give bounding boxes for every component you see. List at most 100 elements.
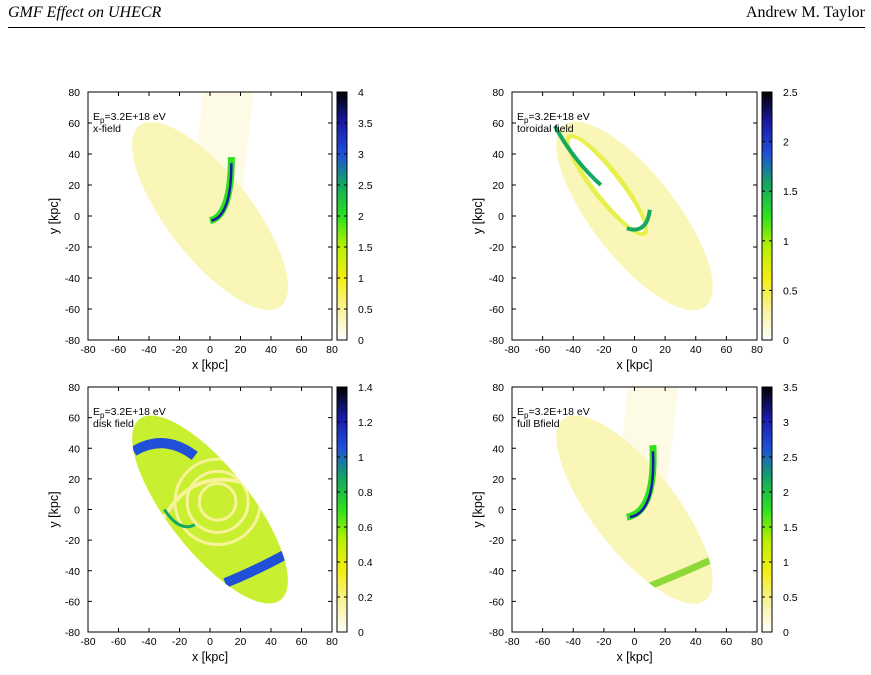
field-annotation: x-field [93, 123, 121, 135]
energy-annotation: Ep=3.2E+18 eV [93, 406, 166, 420]
colorbar-tick-label: 2.5 [358, 180, 373, 192]
colorbar-tick-label: 0.5 [783, 285, 798, 297]
y-axis-label: y [kpc] [47, 198, 61, 234]
x-tick-label: -20 [596, 344, 611, 356]
y-tick-label: -20 [65, 535, 80, 547]
y-tick-label: 40 [68, 443, 80, 455]
y-tick-label: 60 [492, 118, 504, 130]
x-tick-label: 40 [265, 636, 277, 648]
y-tick-label: 0 [74, 505, 80, 517]
x-tick-label: -20 [172, 344, 187, 356]
y-tick-label: 60 [68, 413, 80, 425]
colorbar-tick-label: 0 [358, 335, 364, 347]
x-tick-label: 40 [690, 344, 702, 356]
colorbar-tick-label: 0 [358, 627, 364, 639]
header-rule [8, 27, 865, 28]
field-annotation: disk field [93, 418, 134, 430]
x-tick-label: -60 [111, 636, 126, 648]
energy-annotation: Ep=3.2E+18 eV [93, 111, 166, 125]
y-tick-label: -80 [65, 627, 80, 639]
colorbar-tick-label: 1.2 [358, 417, 373, 429]
x-tick-label: 60 [296, 636, 308, 648]
energy-annotation: Ep=3.2E+18 eV [517, 406, 590, 420]
x-tick-label: 0 [207, 344, 213, 356]
y-tick-label: -80 [489, 627, 504, 639]
x-tick-label: -40 [141, 636, 156, 648]
ring-hole [569, 138, 645, 232]
x-tick-label: -60 [535, 344, 550, 356]
x-tick-label: -80 [80, 636, 95, 648]
x-tick-label: 60 [721, 344, 733, 356]
y-tick-label: 40 [492, 443, 504, 455]
colorbar [761, 91, 773, 341]
energy-annotation: Ep=3.2E+18 eV [517, 111, 590, 125]
blue-band-upper [131, 438, 198, 461]
colorbar-tick-label: 2 [783, 487, 789, 499]
y-tick-label: 40 [68, 149, 80, 161]
x-tick-label: -60 [535, 636, 550, 648]
colorbar-tick-label: 2.5 [783, 87, 798, 99]
colorbar-tick-label: 4 [358, 87, 364, 99]
flux-arc-core [629, 451, 655, 519]
x-tick-label: -40 [566, 636, 581, 648]
x-tick-label: -80 [504, 344, 519, 356]
y-tick-label: -40 [489, 273, 504, 285]
colorbar [761, 386, 773, 633]
colorbar-tick-label: 3.5 [358, 118, 373, 130]
x-tick-label: 0 [632, 636, 638, 648]
y-tick-label: -40 [489, 566, 504, 578]
x-tick-label: -40 [141, 344, 156, 356]
colorbar-tick-label: 0 [783, 627, 789, 639]
running-head: GMF Effect on UHECR Andrew M. Taylor [0, 0, 871, 29]
y-tick-label: -80 [489, 335, 504, 347]
panel-top-right: -80 -60 -40 -20 0 20 40 60 80806040200-20-40-60-… [471, 87, 798, 372]
x-tick-label: 60 [296, 344, 308, 356]
colorbar-tick-label: 0.8 [358, 487, 373, 499]
y-tick-label: 20 [68, 180, 80, 192]
y-tick-label: 0 [498, 505, 504, 517]
spiral-dark [163, 508, 196, 529]
y-tick-label: 80 [68, 87, 80, 99]
y-tick-label: -40 [65, 566, 80, 578]
colorbar-tick-label: 2.5 [783, 452, 798, 464]
colorbar-tick-label: 1 [783, 236, 789, 248]
y-tick-label: 60 [492, 413, 504, 425]
y-tick-label: 0 [74, 211, 80, 223]
x-axis-label: x [kpc] [616, 650, 652, 664]
y-tick-label: 60 [68, 118, 80, 130]
arrival-ellipse [556, 415, 713, 604]
y-tick-label: 40 [492, 149, 504, 161]
y-tick-label: 20 [492, 474, 504, 486]
arrival-ellipse [132, 415, 288, 604]
colorbar-tick-label: 0.4 [358, 557, 373, 569]
y-tick-label: -80 [65, 335, 80, 347]
colorbar-tick-label: 1 [358, 273, 364, 285]
arrival-ellipse [131, 121, 289, 311]
y-tick-label: 80 [68, 382, 80, 394]
colorbar-tick-label: 0.2 [358, 592, 373, 604]
x-tick-label: 0 [632, 344, 638, 356]
y-tick-label: -20 [489, 535, 504, 547]
y-tick-label: 80 [492, 87, 504, 99]
x-axis-label: x [kpc] [192, 358, 228, 372]
colorbar-tick-label: 1.5 [783, 522, 798, 534]
x-tick-label: -80 [504, 636, 519, 648]
y-tick-label: 20 [68, 474, 80, 486]
x-tick-label: -20 [596, 636, 611, 648]
colorbar-tick-label: 0 [783, 335, 789, 347]
ellipse-features [565, 133, 649, 237]
y-tick-label: 80 [492, 382, 504, 394]
colorbar-tick-label: 3 [783, 417, 789, 429]
x-tick-label: 80 [326, 344, 338, 356]
author-header: Andrew M. Taylor [745, 4, 865, 21]
panel-top-left: -80 -60 -40 -20 0 20 40 60 80806040200-20-40-60-… [47, 87, 373, 372]
colorbar-tick-label: 2 [358, 211, 364, 223]
y-tick-label: -60 [65, 596, 80, 608]
colorbar-tick-label: 0.5 [783, 592, 798, 604]
field-annotation: toroidal field [517, 123, 574, 135]
ring-arc-lower [626, 209, 652, 232]
colorbar-tick-label: 1.5 [783, 186, 798, 198]
x-tick-label: 80 [326, 636, 338, 648]
blue-band-lower [223, 547, 292, 588]
